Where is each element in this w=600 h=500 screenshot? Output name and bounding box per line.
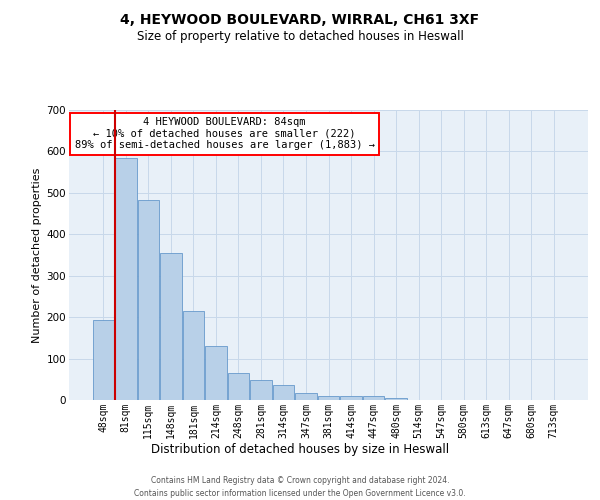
Bar [228, 373, 249, 400]
Text: Contains HM Land Registry data © Crown copyright and database right 2024.: Contains HM Land Registry data © Crown c… [151, 476, 449, 485]
Bar [92, 320, 114, 400]
Bar [205, 346, 227, 400]
Bar [295, 394, 317, 400]
Text: Contains public sector information licensed under the Open Government Licence v3: Contains public sector information licen… [134, 489, 466, 498]
Y-axis label: Number of detached properties: Number of detached properties [32, 168, 43, 342]
Bar [318, 396, 339, 400]
Bar [115, 158, 137, 400]
Bar [160, 252, 182, 400]
Bar [340, 396, 362, 400]
Text: Size of property relative to detached houses in Heswall: Size of property relative to detached ho… [137, 30, 463, 43]
Bar [250, 380, 272, 400]
Bar [182, 311, 204, 400]
Bar [385, 398, 407, 400]
Text: 4, HEYWOOD BOULEVARD, WIRRAL, CH61 3XF: 4, HEYWOOD BOULEVARD, WIRRAL, CH61 3XF [121, 12, 479, 26]
Text: Distribution of detached houses by size in Heswall: Distribution of detached houses by size … [151, 442, 449, 456]
Bar [363, 396, 384, 400]
Bar [137, 200, 159, 400]
Bar [273, 384, 294, 400]
Text: 4 HEYWOOD BOULEVARD: 84sqm
← 10% of detached houses are smaller (222)
89% of sem: 4 HEYWOOD BOULEVARD: 84sqm ← 10% of deta… [74, 117, 374, 150]
